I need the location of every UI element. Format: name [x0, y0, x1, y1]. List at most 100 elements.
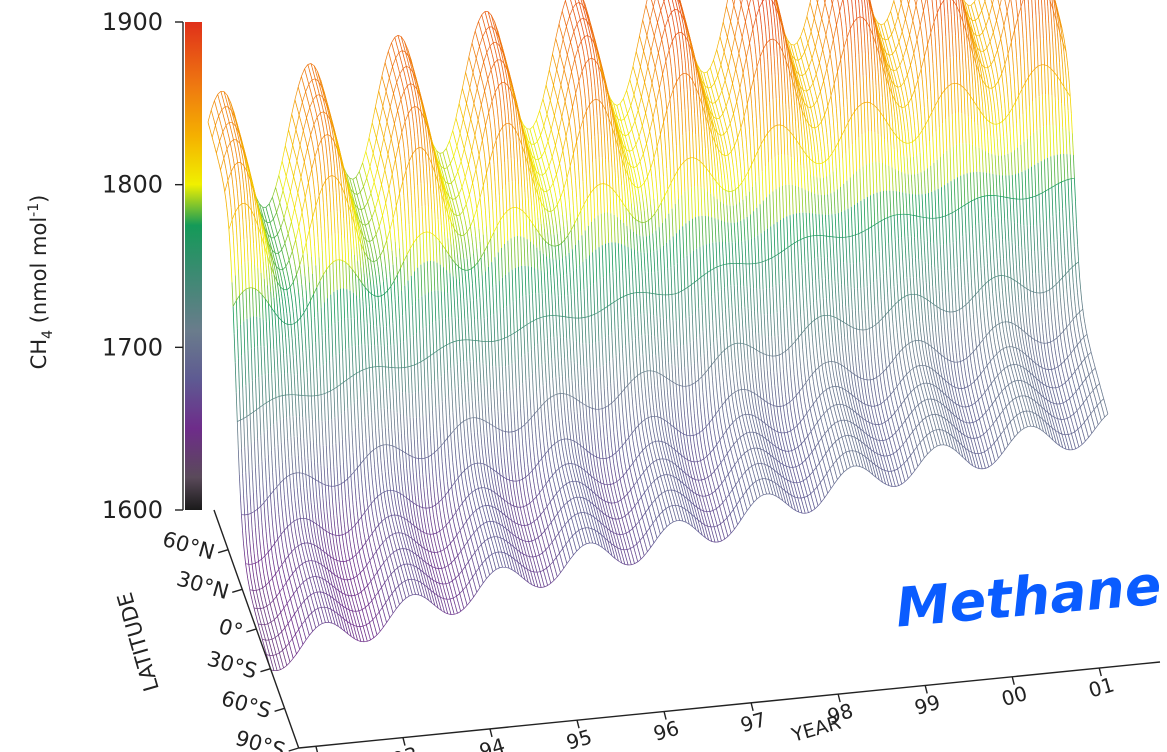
surface-mesh-line — [912, 48, 915, 54]
surface-mesh-line — [811, 192, 813, 214]
surface-mesh-line — [894, 26, 897, 31]
surface-mesh-line — [811, 96, 814, 102]
surface-mesh-line — [807, 42, 810, 48]
surface-mesh-line — [879, 415, 882, 420]
surface-mesh-line — [890, 72, 893, 77]
surface-mesh-line — [872, 438, 875, 443]
surface-mesh-line — [856, 406, 859, 412]
surface-mesh-line — [964, 285, 967, 305]
surface-mesh-line — [886, 47, 889, 52]
surface-mesh-line — [1066, 327, 1069, 336]
surface-mesh-line — [1011, 355, 1014, 361]
surface-mesh-line — [889, 327, 892, 341]
surface-mesh-line — [992, 454, 995, 459]
surface-mesh-line — [903, 326, 905, 337]
surface-mesh-line — [858, 442, 861, 447]
surface-mesh-line — [819, 62, 821, 68]
surface-mesh-line — [1016, 401, 1019, 406]
surface-mesh-line — [801, 94, 804, 99]
surface-mesh-line — [986, 416, 989, 421]
surface-mesh-line — [988, 87, 991, 95]
surface-mesh-line — [846, 262, 849, 287]
surface-mesh-line — [1057, 183, 1060, 212]
surface-mesh-line — [968, 8, 971, 13]
surface-mesh-line — [863, 411, 866, 417]
surface-mesh-line — [919, 59, 922, 69]
surface-mesh-line — [961, 427, 964, 432]
surface-mesh-line — [1055, 420, 1057, 426]
surface-mesh-line — [1051, 427, 1054, 432]
surface-mesh-line — [937, 369, 940, 375]
surface-mesh-line — [900, 154, 903, 173]
surface-mesh-line — [869, 436, 872, 441]
surface-mesh-line — [1059, 403, 1062, 408]
surface-mesh-line — [992, 94, 995, 103]
surface-mesh-line — [1049, 0, 1052, 14]
surface-mesh-line — [914, 454, 917, 459]
surface-mesh-line — [896, 69, 899, 74]
surface-mesh-line — [885, 104, 888, 122]
surface-mesh-line — [926, 421, 929, 426]
surface-mesh-line — [1032, 384, 1035, 389]
surface-mesh-line — [1056, 239, 1059, 262]
surface-mesh-line — [927, 439, 930, 444]
surface-mesh-line — [1065, 345, 1067, 352]
surface-mesh-line — [902, 444, 905, 449]
surface-mesh-line — [956, 57, 958, 84]
surface-mesh-line — [968, 440, 970, 445]
surface-mesh-line — [849, 407, 852, 413]
surface-mesh-line — [894, 122, 897, 137]
surface-mesh-line — [982, 244, 985, 266]
surface-mesh-line — [832, 386, 834, 392]
surface-mesh-line — [953, 405, 956, 410]
surface-mesh-line — [984, 219, 987, 243]
surface-mesh-line — [829, 174, 832, 194]
surface-mesh-line — [934, 349, 937, 357]
surface-mesh-line — [1066, 386, 1068, 391]
surface-mesh-line — [858, 233, 861, 263]
surface-mesh-line — [884, 55, 887, 60]
surface-mesh-line — [823, 397, 826, 402]
surface-mesh-line — [1060, 439, 1063, 445]
surface-mesh-line — [1060, 81, 1062, 104]
surface-mesh-line — [920, 398, 922, 403]
surface-mesh-line — [1045, 333, 1048, 344]
surface-mesh-line — [882, 97, 884, 117]
surface-mesh-line — [915, 34, 918, 40]
surface-mesh-line — [802, 90, 805, 95]
surface-mesh-line — [959, 60, 962, 86]
surface-mesh-line — [1009, 329, 1012, 337]
surface-mesh-line — [926, 450, 928, 455]
surface-mesh-line — [1030, 355, 1033, 361]
surface-mesh-line — [982, 302, 985, 316]
surface-mesh-line — [1020, 391, 1023, 396]
surface-mesh-line — [988, 322, 990, 332]
surface-mesh-line — [896, 34, 899, 39]
surface-mesh-line — [895, 380, 898, 387]
surface-mesh-line — [832, 39, 835, 46]
surface-mesh-line — [918, 259, 921, 279]
surface-mesh-line — [865, 447, 867, 452]
surface-mesh-line — [920, 370, 922, 375]
surface-mesh-line — [892, 264, 895, 287]
surface-mesh-line — [983, 434, 985, 439]
surface-mesh-line — [1055, 430, 1057, 435]
surface-mesh-line — [1016, 264, 1018, 283]
surface-mesh-line — [966, 320, 969, 335]
surface-mesh-line — [850, 442, 852, 448]
surface-mesh-line — [939, 0, 941, 6]
surface-mesh-line — [811, 10, 814, 15]
surface-mesh-line — [990, 415, 993, 421]
surface-mesh-line — [833, 375, 836, 382]
surface-mesh-line — [970, 278, 973, 299]
surface-mesh-line — [974, 453, 977, 458]
surface-mesh-line — [955, 403, 958, 409]
surface-mesh-line — [907, 395, 910, 401]
surface-mesh-line — [1053, 340, 1056, 349]
surface-mesh-line — [842, 36, 845, 48]
surface-mesh-line — [835, 167, 838, 190]
surface-mesh-line — [929, 371, 932, 377]
surface-mesh-line — [942, 392, 945, 397]
surface-mesh-line — [988, 438, 991, 443]
surface-mesh-line — [803, 48, 805, 53]
